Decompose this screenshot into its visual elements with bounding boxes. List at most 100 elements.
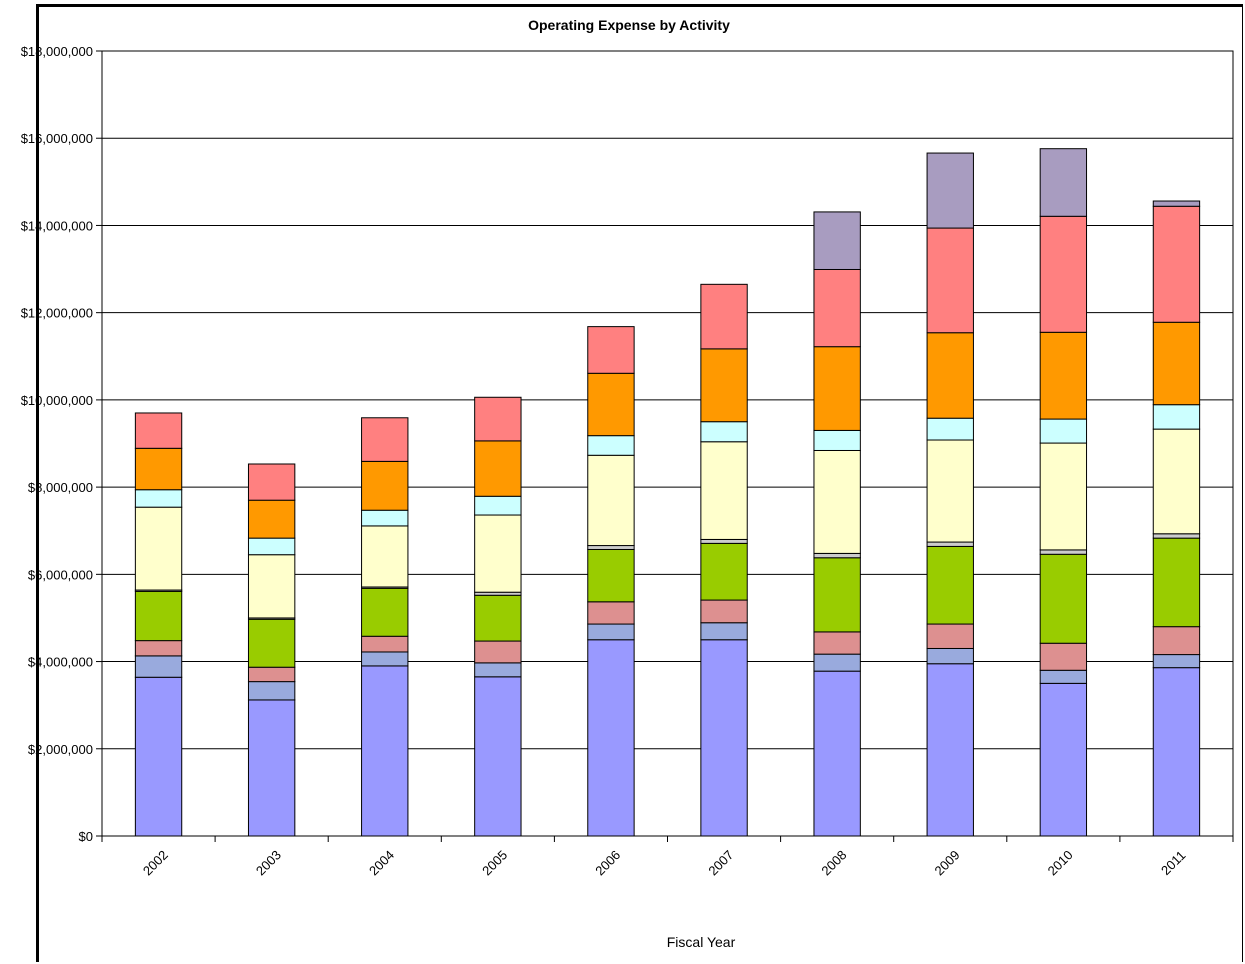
y-tick-label: $6,000,000 <box>28 567 93 582</box>
bar-segment <box>813 631 861 655</box>
x-tick-label: 2011 <box>1158 848 1188 878</box>
bar-segment <box>700 639 748 837</box>
bar-segment <box>247 618 296 668</box>
bar-segment <box>587 326 635 374</box>
bar-segment <box>587 545 635 550</box>
bar-segment <box>361 460 409 511</box>
bar-segment <box>474 495 522 516</box>
bar-segment <box>1039 642 1088 671</box>
y-tick-label: $4,000,000 <box>28 655 93 670</box>
bar-segment <box>813 346 861 431</box>
bar-segment <box>926 663 974 837</box>
bar-segment <box>1039 331 1088 420</box>
bar-segment <box>1152 321 1201 406</box>
bar-segment <box>1152 404 1201 430</box>
bar-segment <box>926 417 974 441</box>
bar-segment <box>1152 533 1201 539</box>
bar-segment <box>1039 148 1088 217</box>
axes <box>101 50 1234 837</box>
x-tick-label: 2010 <box>1045 847 1076 878</box>
bar-segment <box>134 506 183 591</box>
bar-segment <box>474 440 522 497</box>
y-tick-label: $8,000,000 <box>28 480 93 495</box>
x-tick-label: 2008 <box>818 847 849 878</box>
x-tick-label: 2003 <box>253 847 284 878</box>
bar-segment <box>247 699 296 837</box>
bar-segment <box>700 538 748 544</box>
bar-segment <box>134 447 183 491</box>
bar-segment <box>134 640 183 657</box>
bar-segment <box>361 509 409 527</box>
bar-segment <box>926 332 974 419</box>
y-tick-label: $10,000,000 <box>21 393 93 408</box>
bar-segment <box>700 622 748 641</box>
bar-segment <box>813 268 861 348</box>
bar-segment <box>361 525 409 588</box>
bar-segment <box>1039 442 1088 551</box>
bar-segment <box>587 639 635 837</box>
bar-segment <box>700 421 748 443</box>
x-tick-label: 2004 <box>366 847 397 878</box>
x-tick-labels: 2002 2003 2004 2005 2006 2007 2008 2009 2010 2011 <box>140 847 1189 878</box>
bar-segment <box>1152 537 1201 628</box>
bar-segment <box>247 537 296 556</box>
bar-segment <box>926 439 974 543</box>
chart-title: Operating Expense by Activity <box>528 17 730 33</box>
x-tick-label: 2009 <box>932 847 963 878</box>
bar-segment <box>587 372 635 437</box>
bar-segment <box>474 514 522 593</box>
bar-segment <box>134 676 183 837</box>
bar-segment <box>700 283 748 350</box>
bar-segment <box>247 463 296 501</box>
bar-segment <box>1039 553 1088 644</box>
bar-segment <box>700 348 748 423</box>
bar-segment <box>247 499 296 539</box>
bar-segment <box>474 676 522 837</box>
bar-segment <box>813 670 861 837</box>
bar-segment <box>587 601 635 625</box>
bar-segment <box>134 412 183 449</box>
x-axis-label: Fiscal Year <box>667 934 736 950</box>
bar-segment <box>587 548 635 603</box>
bar-segment <box>1039 215 1088 333</box>
bar-segment <box>926 541 974 547</box>
bar-segment <box>813 211 861 270</box>
bar-segment <box>361 651 409 667</box>
bar-segment <box>926 623 974 649</box>
bar-segment <box>247 666 296 683</box>
bar-segment <box>700 599 748 624</box>
bar-segment <box>247 554 296 619</box>
bar-segment <box>587 435 635 456</box>
bar-segment <box>361 417 409 462</box>
x-tick-label: 2007 <box>705 847 736 878</box>
bar-segment <box>1039 418 1088 444</box>
bar-segment <box>361 665 409 837</box>
y-tick-label: $14,000,000 <box>21 218 93 233</box>
bar-segment <box>587 454 635 547</box>
bar-segment <box>813 557 861 633</box>
bar-segment <box>474 640 522 664</box>
bar-segment <box>361 635 409 653</box>
bar-segment <box>134 590 183 642</box>
y-tick-label: $16,000,000 <box>21 131 93 146</box>
chart-frame <box>36 4 1243 962</box>
bar-segment <box>926 647 974 665</box>
y-tick-label: $0 <box>79 829 93 844</box>
bar-segment <box>926 152 974 229</box>
bar-segment <box>1152 200 1201 207</box>
bar-segment <box>134 655 183 678</box>
plot-border <box>101 50 1234 837</box>
bar-segment <box>361 587 409 637</box>
bar-segment <box>813 653 861 672</box>
bar-segment <box>813 552 861 559</box>
bar-segment <box>1039 549 1088 555</box>
bar-segment <box>134 489 183 508</box>
bar-segment <box>1152 205 1201 323</box>
bar-segment <box>700 441 748 540</box>
bar-segment <box>926 545 974 625</box>
bar-segment <box>813 449 861 554</box>
bar-segment <box>926 227 974 334</box>
bar-segment <box>587 623 635 641</box>
x-tick-label: 2002 <box>140 847 171 878</box>
bar-segment <box>1152 667 1201 837</box>
